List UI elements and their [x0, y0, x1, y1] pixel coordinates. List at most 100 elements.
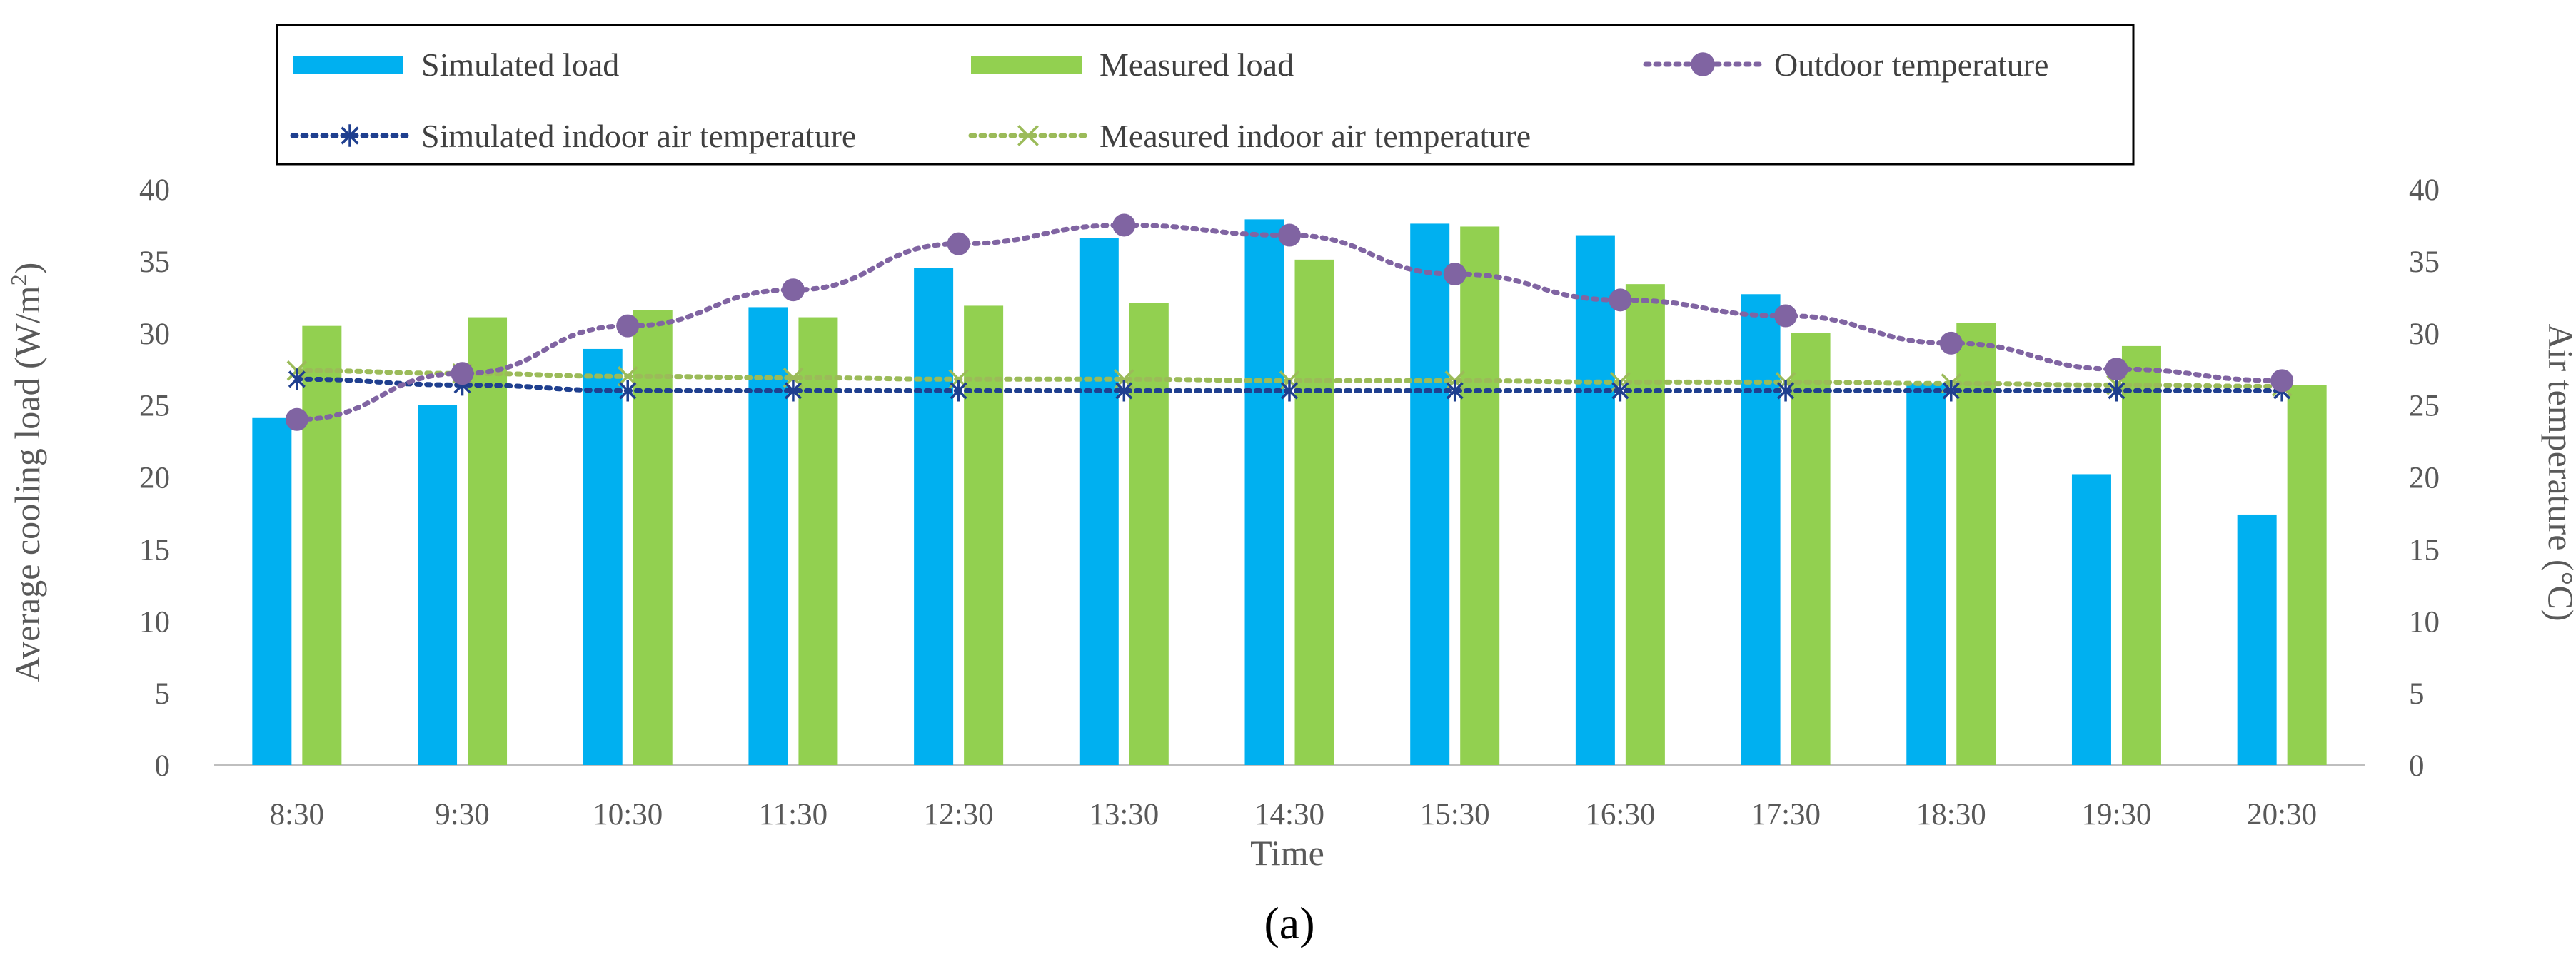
- y-right-tick-label: 20: [2409, 462, 2440, 495]
- y-left-tick-label: 40: [139, 173, 170, 207]
- outdoor-temperature-point: [2270, 369, 2294, 393]
- measured-load-bar: [2287, 385, 2327, 765]
- simulated-indoor-air-temperature-point-shape: [619, 380, 637, 402]
- simulated-indoor-air-temperature-point: [288, 368, 306, 390]
- y-axis-left-title-sup: 2: [6, 274, 31, 285]
- x-tick-label: 15:30: [1420, 798, 1490, 831]
- simulated-indoor-air-temperature-point-shape: [1611, 380, 1629, 402]
- measured-load-bar: [1294, 259, 1334, 765]
- legend-simulated-indoor-air-temperature-label: Simulated indoor air temperature: [421, 118, 856, 154]
- legend-box: [276, 24, 2135, 166]
- y-right-tick-label: 15: [2409, 533, 2440, 567]
- outdoor-temperature-point: [781, 278, 805, 302]
- outdoor-temperature-point: [616, 314, 640, 338]
- outdoor-temperature-point-shape: [1443, 263, 1466, 286]
- outdoor-temperature-point-shape: [1774, 304, 1798, 328]
- outdoor-temperature-point-shape: [1609, 288, 1632, 312]
- outdoor-temperature-point: [1278, 223, 1301, 247]
- measured-load-bar: [798, 317, 838, 765]
- y-left-tick-label: 5: [155, 677, 171, 711]
- simulated-indoor-air-temperature-point-shape: [1777, 380, 1795, 402]
- simulated-load-bar: [1741, 294, 1781, 766]
- x-tick-label: 17:30: [1751, 798, 1821, 831]
- outdoor-temperature-point-shape: [1939, 331, 1963, 355]
- simulated-indoor-air-temperature-point: [2108, 380, 2125, 402]
- y-left-tick-label: 35: [139, 245, 170, 279]
- simulated-indoor-air-temperature-point: [1115, 380, 1133, 402]
- simulated-load-bar: [1244, 219, 1284, 765]
- x-tick-label: 16:30: [1585, 798, 1655, 831]
- outdoor-temperature-point: [2105, 358, 2128, 381]
- y-left-tick-label: 10: [139, 605, 170, 639]
- simulated-indoor-air-temperature-point: [619, 380, 637, 402]
- measured-indoor-air-temperature-point: [617, 366, 638, 387]
- simulated-indoor-air-temperature-point-shape: [2108, 380, 2125, 402]
- y-left-tick-label: 0: [155, 749, 171, 783]
- y-left-tick-label: 20: [139, 462, 170, 495]
- measured-load-bar: [964, 305, 1004, 766]
- x-tick-label: 13:30: [1089, 798, 1159, 831]
- y-right-tick-label: 25: [2409, 390, 2440, 423]
- outdoor-temperature-point-shape: [451, 362, 474, 385]
- simulated-load-bar: [2071, 474, 2111, 765]
- simulated-load-bar: [1079, 238, 1119, 766]
- simulated-load-bar: [1575, 235, 1615, 765]
- simulated-indoor-air-temperature-point: [1942, 380, 1960, 402]
- x-tick-label: 19:30: [2081, 798, 2151, 831]
- legend-outdoor-temperature-marker-shape: [1691, 52, 1715, 76]
- y-left-tick-label: 15: [139, 533, 170, 567]
- legend-measured-indoor-air-temperature: Measured indoor air temperature: [968, 118, 1531, 154]
- x-tick-label: 9:30: [435, 798, 489, 831]
- outdoor-temperature-point-shape: [616, 314, 640, 338]
- y-axis-right-title: Air temperature (°C): [2541, 323, 2576, 621]
- x-tick-label: 12:30: [924, 798, 994, 831]
- outdoor-temperature-point: [1443, 263, 1466, 286]
- measured-indoor-air-temperature-point-shape: [617, 366, 638, 387]
- y-axis-left-title-close: ): [7, 263, 47, 275]
- measured-load-bar: [1460, 226, 1500, 766]
- x-tick-label: 20:30: [2247, 798, 2317, 831]
- simulated-indoor-air-temperature-point: [1611, 380, 1629, 402]
- measured-load-bar: [1129, 303, 1169, 765]
- x-tick-label: 8:30: [270, 798, 324, 831]
- measured-load-bar: [468, 317, 508, 765]
- simulated-indoor-air-temperature-point-shape: [288, 368, 306, 390]
- outdoor-temperature-point-shape: [947, 232, 970, 255]
- simulated-indoor-air-temperature-point: [784, 380, 802, 402]
- y-left-tick-label: 25: [139, 390, 170, 423]
- simulated-indoor-air-temperature-point-shape: [1446, 380, 1464, 402]
- simulated-load-bar: [418, 405, 458, 765]
- outdoor-temperature-point-shape: [285, 407, 308, 431]
- simulated-indoor-air-temperature-point-shape: [1115, 380, 1133, 402]
- outdoor-temperature-point: [285, 407, 308, 431]
- legend-simulated-load-label: Simulated load: [421, 46, 619, 83]
- measured-load-bar: [302, 325, 342, 766]
- outdoor-temperature-point: [1774, 304, 1798, 328]
- legend-measured-load: Measured load: [971, 46, 1294, 83]
- legend-outdoor-temperature-label: Outdoor temperature: [1774, 46, 2048, 83]
- simulated-load-bar: [748, 307, 788, 765]
- x-tick-label: 14:30: [1254, 798, 1324, 831]
- legend-measured-load-swatch: [971, 56, 1082, 74]
- simulated-indoor-air-temperature-point: [1777, 380, 1795, 402]
- simulated-load-bar: [914, 268, 954, 765]
- outdoor-temperature-point-shape: [781, 278, 805, 302]
- y-right-tick-label: 0: [2409, 749, 2425, 783]
- measured-load-bar: [633, 310, 673, 766]
- simulated-load-bar: [252, 417, 292, 765]
- outdoor-temperature-point: [1112, 213, 1136, 237]
- outdoor-temperature-point: [1939, 331, 1963, 355]
- legend-simulated-load-swatch: [293, 56, 403, 74]
- outdoor-temperature-point-shape: [2270, 369, 2294, 393]
- outdoor-temperature-point: [1609, 288, 1632, 312]
- measured-load-bar: [1625, 284, 1665, 765]
- x-tick-label: 11:30: [759, 798, 827, 831]
- legend-simulated-load: Simulated load: [293, 46, 619, 83]
- outdoor-temperature-point-shape: [2105, 358, 2128, 381]
- simulated-load-bar: [1906, 383, 1946, 765]
- measured-load-bar: [1791, 333, 1831, 765]
- simulated-load-bar: [1410, 223, 1450, 765]
- x-tick-label: 18:30: [1916, 798, 1986, 831]
